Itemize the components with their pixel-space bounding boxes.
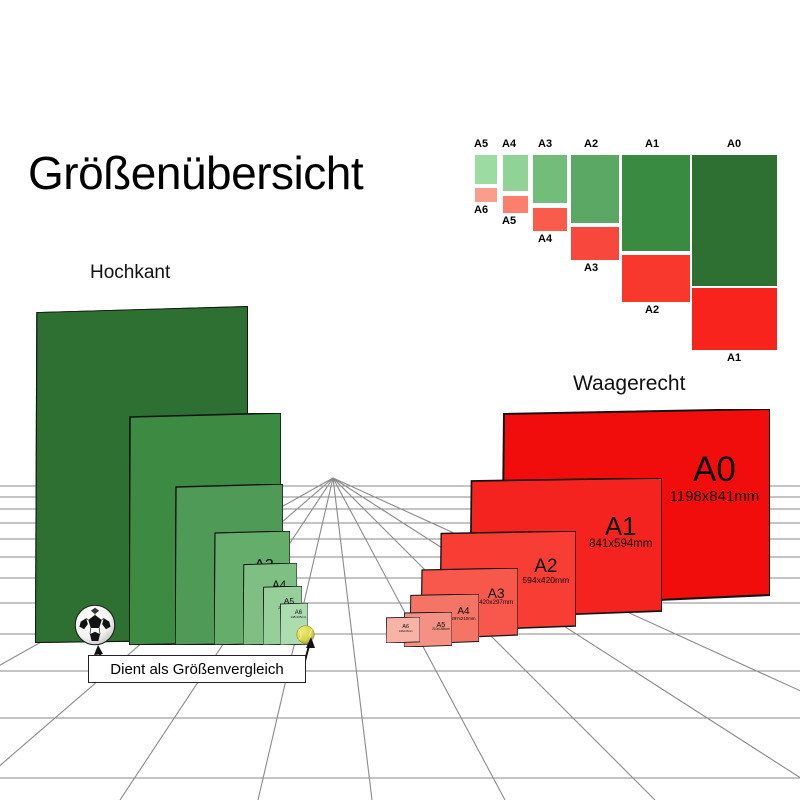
landscape-sheet-a6[interactable]: A6 148x105mm <box>386 617 420 643</box>
legend-red-box-3 <box>571 227 619 260</box>
legend-label-bottom-0: A6 <box>474 204 489 216</box>
legend-green-box-3 <box>571 155 619 223</box>
landscape-a6-caption: A6 148x105mm <box>398 624 413 633</box>
size-comparison-callout: Dient als Größenvergleich <box>88 655 306 683</box>
legend-label-top-3: A2 <box>584 138 599 150</box>
legend-label-bottom-5: A1 <box>727 352 742 364</box>
landscape-a5-caption: A5 210x148mm <box>432 620 450 632</box>
legend-label-top-4: A1 <box>645 138 660 150</box>
legend-label-top-5: A0 <box>727 138 742 150</box>
section-label-portrait: Hochkant <box>90 262 171 283</box>
legend-green-box-2 <box>533 155 567 203</box>
legend-red-box-2 <box>533 208 567 231</box>
landscape-a6-outline <box>386 617 420 643</box>
legend-label-bottom-3: A3 <box>584 262 599 274</box>
portrait-a6-caption: A6 148x105mm <box>290 610 307 620</box>
landscape-a2-caption: A2 594x420mm <box>522 555 570 585</box>
legend-green-box-5 <box>692 155 777 286</box>
legend-label-bottom-2: A4 <box>538 233 553 245</box>
section-label-landscape: Waagerecht <box>573 372 686 395</box>
legend-label-top-1: A4 <box>502 138 517 150</box>
legend-red-box-1 <box>503 196 528 213</box>
soccer-ball-icon <box>74 604 116 646</box>
size-comparison-callout-text: Dient als Größenvergleich <box>110 660 284 678</box>
legend-label-top-2: A3 <box>538 138 553 150</box>
legend-red-box-5 <box>692 288 777 350</box>
legend-green-box-0 <box>475 155 497 184</box>
tennis-ball-icon <box>296 625 315 644</box>
landscape-a4-caption: A4 297x210mm <box>451 606 476 622</box>
legend-red-box-0 <box>475 188 497 202</box>
legend-label-bottom-4: A2 <box>645 304 660 316</box>
legend-label-top-0: A5 <box>474 138 489 150</box>
landscape-a0-caption: A0 1198x841mm <box>669 450 760 506</box>
landscape-a1-caption: A1 841x594mm <box>589 511 653 551</box>
legend-green-box-1 <box>503 155 528 191</box>
landscape-a3-caption: A3 420x297mm <box>479 585 514 607</box>
legend-red-box-4 <box>622 255 690 302</box>
legend-label-bottom-1: A5 <box>502 215 517 227</box>
page-title: Größenübersicht <box>28 147 364 199</box>
legend-green-box-4 <box>622 155 690 251</box>
